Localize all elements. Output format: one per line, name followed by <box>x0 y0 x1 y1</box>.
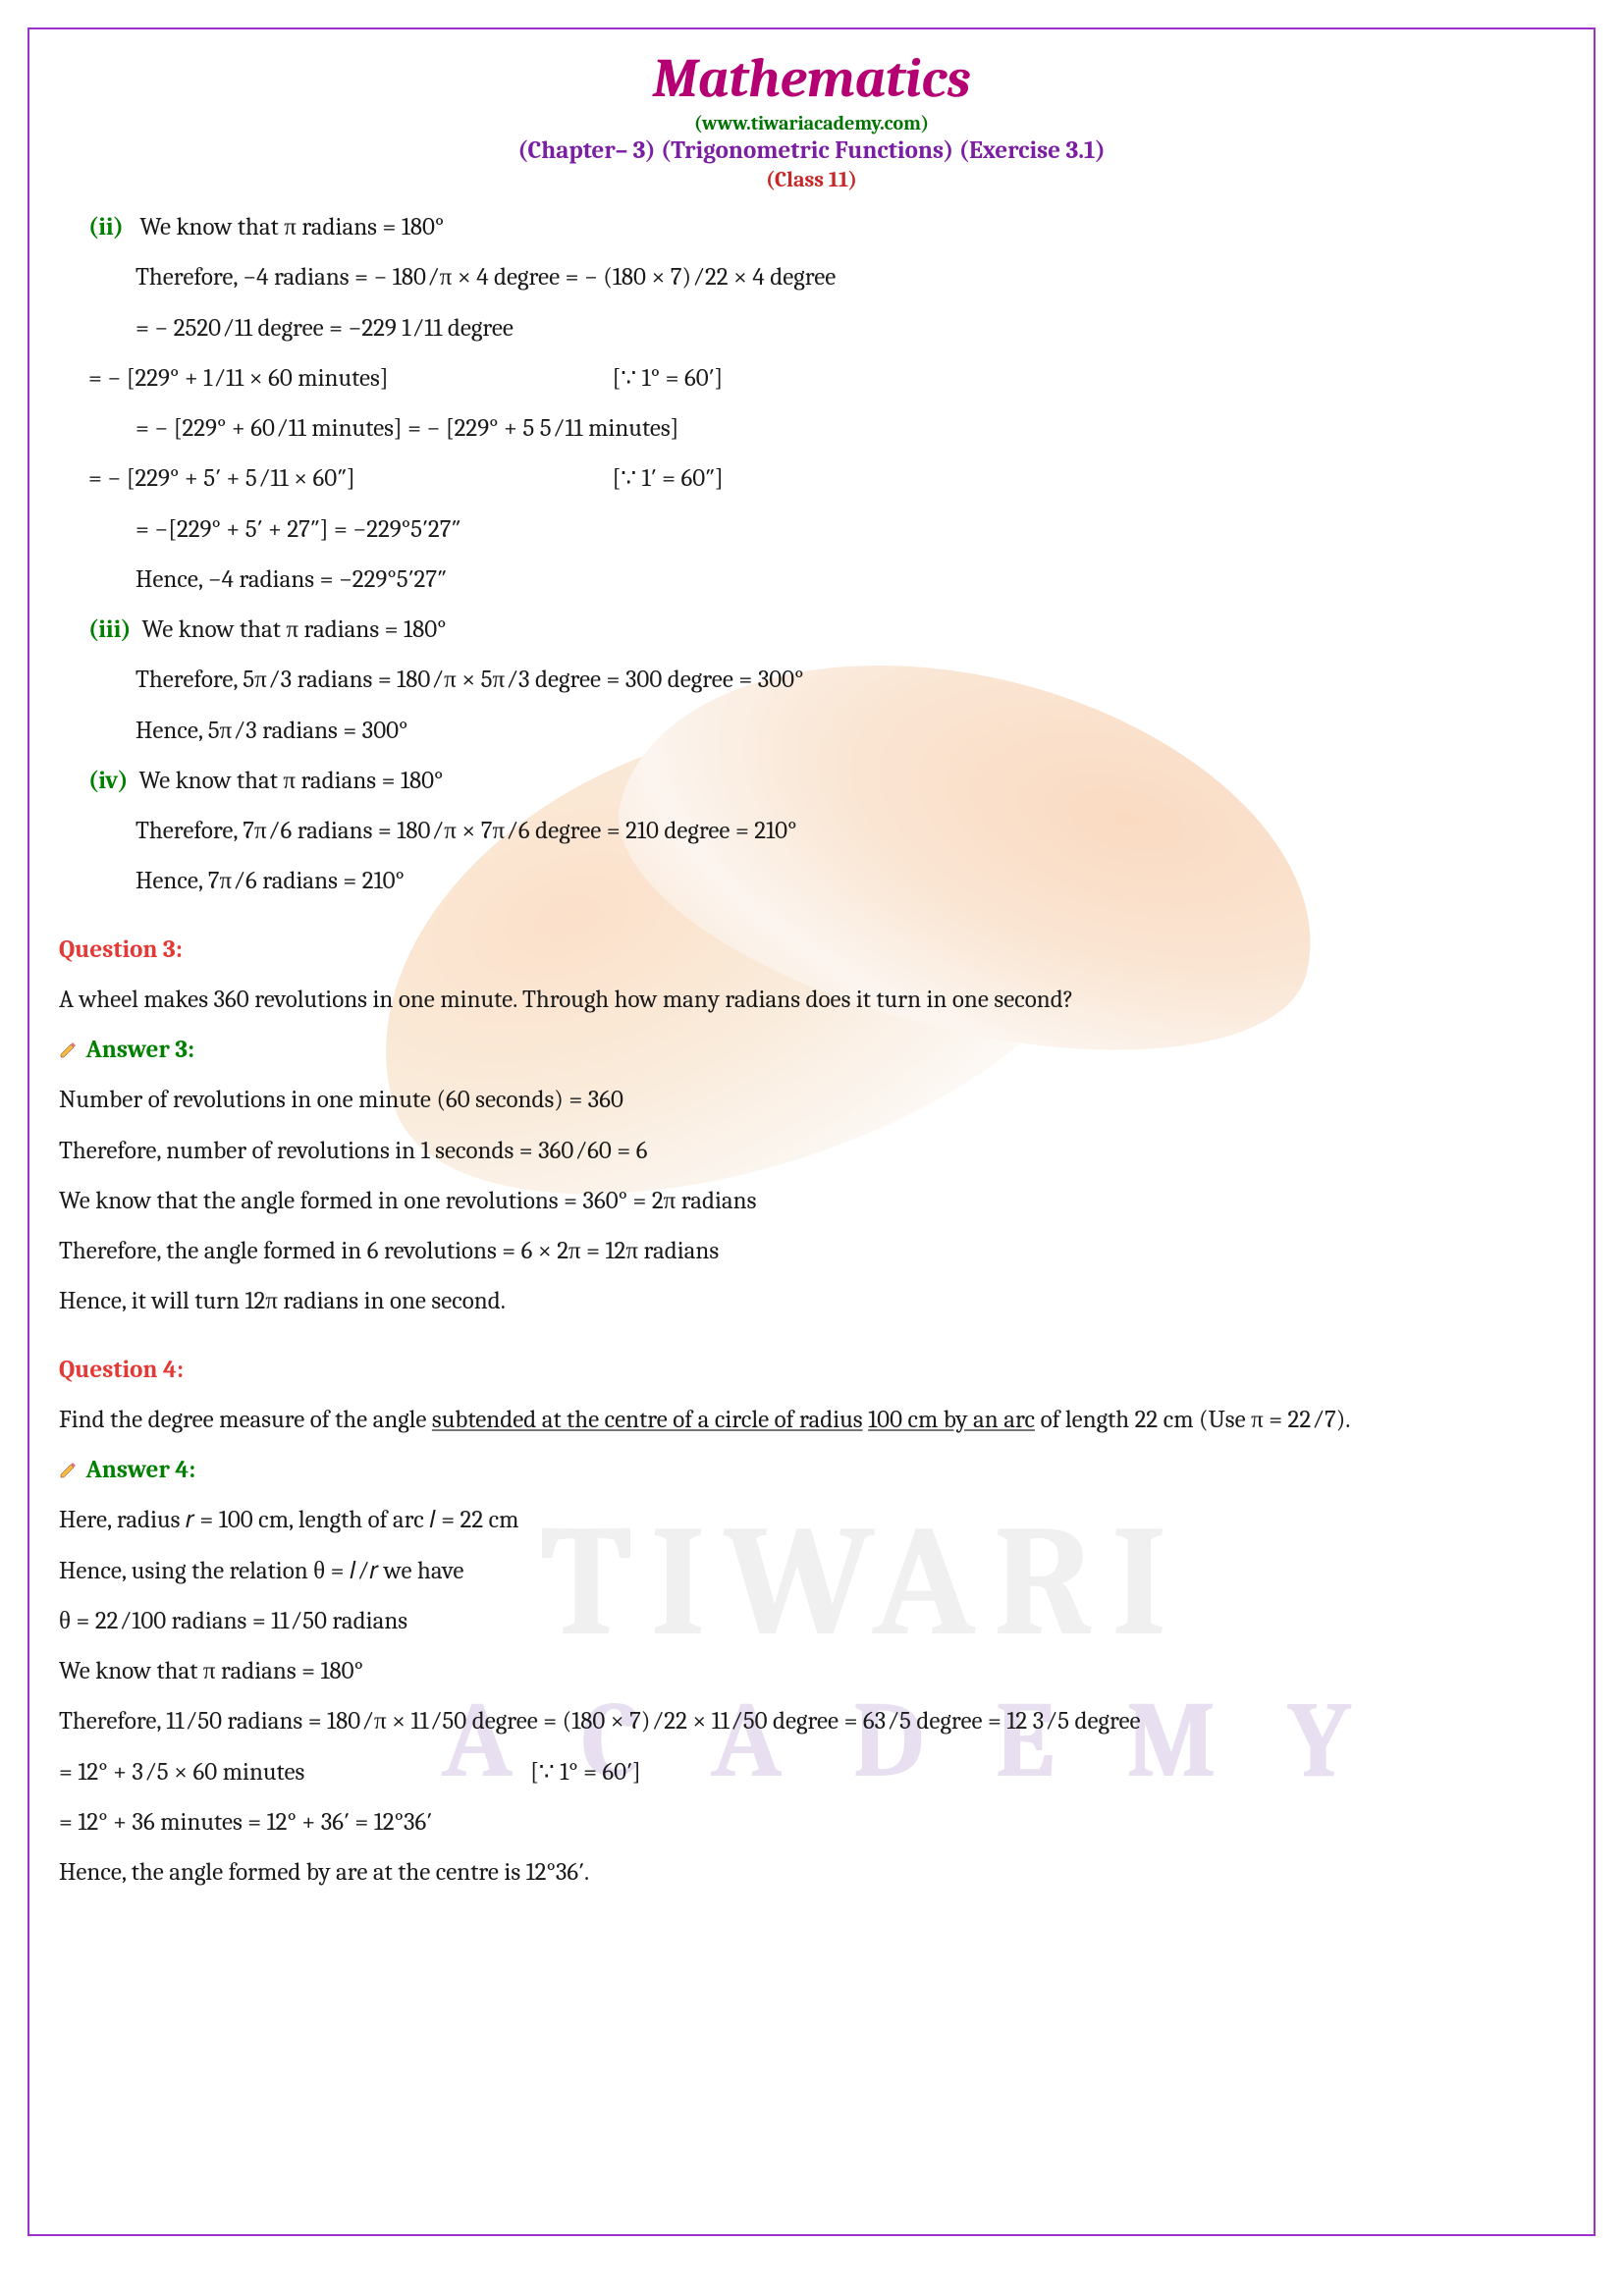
question-4-heading: Question 4: <box>59 1345 1564 1395</box>
question-4-text: Find the degree measure of the angle sub… <box>59 1395 1564 1445</box>
text-line: We know that the angle formed in one rev… <box>59 1176 1564 1226</box>
text-line: Hence, the angle formed by are at the ce… <box>59 1847 1564 1897</box>
answer-label: Answer 3: <box>86 1036 195 1064</box>
text-line: Hence, −4 radians = −229°5′27″ <box>135 565 447 594</box>
text-line: = − [229° + 5′ + 5⁄11 × 60″] <box>135 454 607 504</box>
website-link: (www.tiwariacademy.com) <box>59 112 1564 134</box>
text-line: Therefore, the angle formed in 6 revolut… <box>59 1226 1564 1276</box>
text-line: = −[229° + 5′ + 27″] = −229°5′27″ <box>135 515 460 544</box>
enum-label: (iv) <box>88 767 128 795</box>
page-title: Mathematics <box>59 47 1564 110</box>
answer-4-heading: Answer 4: <box>59 1445 1564 1495</box>
text-line: Hence, 7π⁄6 radians = 210° <box>135 867 405 895</box>
text-line: Therefore, number of revolutions in 1 se… <box>59 1126 1564 1176</box>
text-line: We know that π radians = 180° <box>139 213 444 241</box>
class-line: (Class 11) <box>59 167 1564 192</box>
pencil-icon <box>59 1040 79 1059</box>
text-line: We know that π radians = 180° <box>142 615 447 644</box>
text-line: = 12° + 3⁄5 × 60 minutes[∵ 1° = 60′] <box>59 1747 1564 1797</box>
text-line: Hence, it will turn 12π radians in one s… <box>59 1276 1564 1326</box>
question-3-heading: Question 3: <box>59 925 1564 975</box>
solution-2iii: (iii) We know that π radians = 180° Ther… <box>59 605 1564 756</box>
text-line: = − 2520⁄11 degree = −229 1⁄11 degree <box>135 314 514 343</box>
document-body: (ii) We know that π radians = 180° There… <box>59 202 1564 1897</box>
chapter-line: (Chapter– 3) (Trigonometric Functions) (… <box>59 136 1564 165</box>
text-line: Hence, 5π⁄3 radians = 300° <box>135 717 407 745</box>
text-line: θ = 22⁄100 radians = 11⁄50 radians <box>59 1596 1564 1646</box>
text-line: = − [229° + 60⁄11 minutes] = − [229° + 5… <box>135 414 678 443</box>
page-frame: TIWARI ACADEMY Mathematics (www.tiwariac… <box>27 27 1596 2236</box>
text-line: Number of revolutions in one minute (60 … <box>59 1075 1564 1125</box>
text-note: [∵ 1° = 60′] <box>613 364 724 393</box>
text-line: Therefore, 11⁄50 radians = 180⁄π × 11⁄50… <box>59 1696 1564 1746</box>
page-header: Mathematics (www.tiwariacademy.com) (Cha… <box>59 47 1564 192</box>
answer-label: Answer 4: <box>86 1456 196 1484</box>
solution-2ii: (ii) We know that π radians = 180° There… <box>59 202 1564 605</box>
text-line: Therefore, −4 radians = − 180⁄π × 4 degr… <box>135 263 836 292</box>
solution-2iv: (iv) We know that π radians = 180° There… <box>59 756 1564 907</box>
text-line: We know that π radians = 180° <box>138 767 443 795</box>
text-line: = − [229° + 1⁄11 × 60 minutes] <box>135 353 607 403</box>
text-line: Therefore, 7π⁄6 radians = 180⁄π × 7π⁄6 d… <box>135 817 796 845</box>
text-line: Therefore, 5π⁄3 radians = 180⁄π × 5π⁄3 d… <box>135 666 803 694</box>
text-line: We know that π radians = 180° <box>59 1646 1564 1696</box>
enum-label: (iii) <box>88 615 132 644</box>
question-3-text: A wheel makes 360 revolutions in one min… <box>59 975 1564 1025</box>
enum-label: (ii) <box>88 213 124 241</box>
text-line: Here, radius 𝑟 = 100 cm, length of arc 𝑙… <box>59 1495 1564 1545</box>
text-note: [∵ 1′ = 60″] <box>613 464 724 493</box>
text-line: = 12° + 36 minutes = 12° + 36′ = 12°36′ <box>59 1797 1564 1847</box>
pencil-icon <box>59 1460 79 1479</box>
answer-3-heading: Answer 3: <box>59 1025 1564 1075</box>
text-line: Hence, using the relation θ = 𝑙⁄𝑟 we hav… <box>59 1546 1564 1596</box>
